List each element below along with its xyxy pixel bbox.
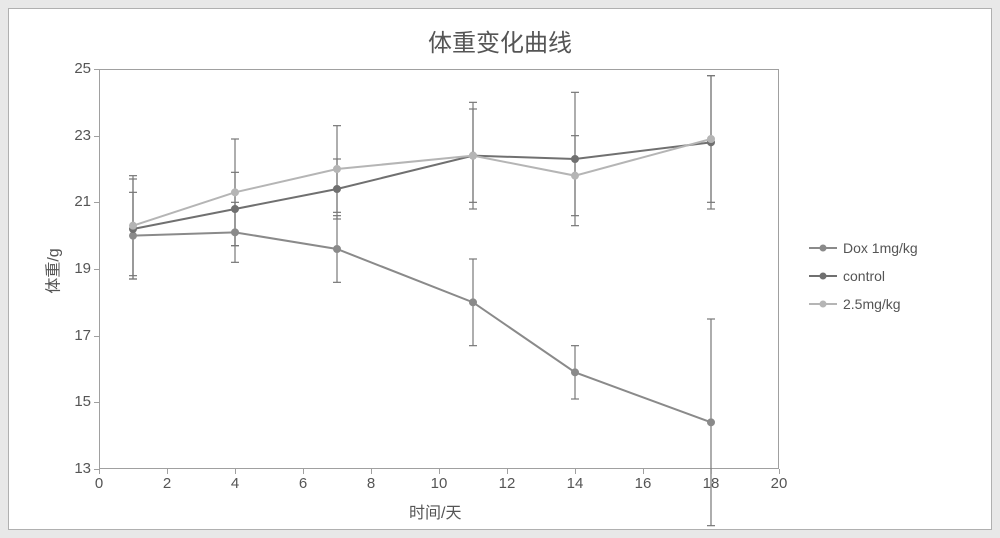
x-tick-mark xyxy=(235,469,236,474)
x-tick-mark xyxy=(643,469,644,474)
y-tick-mark xyxy=(94,269,99,270)
x-tick-label: 20 xyxy=(759,475,799,492)
x-tick-mark xyxy=(99,469,100,474)
x-tick-label: 12 xyxy=(487,475,527,492)
x-tick-label: 8 xyxy=(351,475,391,492)
x-tick-label: 2 xyxy=(147,475,187,492)
y-tick-label: 15 xyxy=(51,393,91,410)
y-tick-label: 17 xyxy=(51,327,91,344)
legend-marker-icon xyxy=(820,301,827,308)
legend-swatch xyxy=(809,303,837,305)
x-tick-mark xyxy=(439,469,440,474)
x-tick-mark xyxy=(167,469,168,474)
legend-label: 2.5mg/kg xyxy=(843,296,901,312)
x-tick-mark xyxy=(711,469,712,474)
x-tick-label: 6 xyxy=(283,475,323,492)
legend-swatch xyxy=(809,275,837,277)
x-tick-label: 4 xyxy=(215,475,255,492)
y-tick-mark xyxy=(94,202,99,203)
x-tick-mark xyxy=(507,469,508,474)
legend-item: control xyxy=(809,267,918,285)
y-tick-label: 21 xyxy=(51,193,91,210)
legend-item: Dox 1mg/kg xyxy=(809,239,918,257)
x-tick-label: 14 xyxy=(555,475,595,492)
x-tick-mark xyxy=(779,469,780,474)
legend-marker-icon xyxy=(820,273,827,280)
legend: Dox 1mg/kg control 2.5mg/kg xyxy=(809,239,918,323)
y-tick-mark xyxy=(94,336,99,337)
legend-marker-icon xyxy=(820,245,827,252)
x-tick-label: 16 xyxy=(623,475,663,492)
legend-label: control xyxy=(843,268,885,284)
y-tick-mark xyxy=(94,69,99,70)
y-tick-mark xyxy=(94,402,99,403)
legend-item: 2.5mg/kg xyxy=(809,295,918,313)
y-tick-mark xyxy=(94,136,99,137)
y-tick-label: 19 xyxy=(51,260,91,277)
chart-container: 体重变化曲线 体重/g 时间/天 Dox 1mg/kgcontrol2.5mg/… xyxy=(8,8,992,530)
x-tick-label: 10 xyxy=(419,475,459,492)
x-tick-mark xyxy=(303,469,304,474)
y-tick-label: 25 xyxy=(51,60,91,77)
legend-swatch xyxy=(809,247,837,249)
x-tick-mark xyxy=(371,469,372,474)
x-tick-mark xyxy=(575,469,576,474)
x-tick-label: 18 xyxy=(691,475,731,492)
legend-label: Dox 1mg/kg xyxy=(843,240,918,256)
y-tick-label: 23 xyxy=(51,127,91,144)
x-tick-label: 0 xyxy=(79,475,119,492)
